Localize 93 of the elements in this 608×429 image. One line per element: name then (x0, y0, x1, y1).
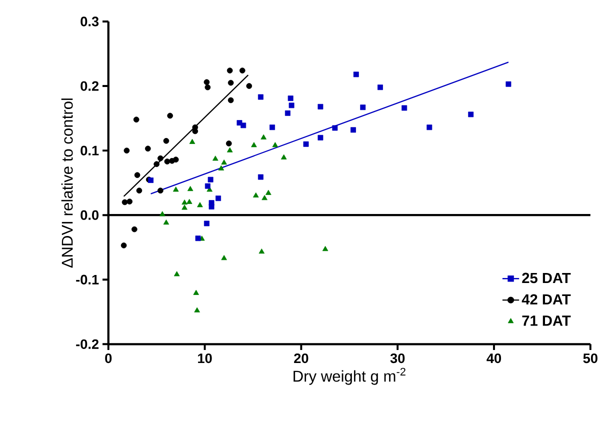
point (148, 177, 154, 183)
point (506, 81, 512, 87)
point (284, 110, 290, 116)
point (262, 194, 268, 200)
point (228, 97, 234, 104)
point (124, 148, 130, 154)
y-axis-title: ΔNDVI relative to control (61, 98, 73, 268)
legend-label: 42 DAT (522, 294, 571, 304)
point (122, 199, 128, 206)
point (216, 195, 222, 201)
x-tick-label: 30 (390, 353, 405, 364)
point (378, 84, 383, 90)
point (246, 83, 252, 89)
x-tick-label: 20 (294, 353, 308, 364)
point (144, 146, 151, 152)
point (266, 190, 272, 195)
point (194, 307, 200, 312)
point (158, 155, 164, 162)
legend-label: 25 DAT (522, 272, 571, 284)
point (182, 204, 188, 210)
point (208, 176, 214, 182)
point (258, 174, 264, 180)
point (174, 271, 180, 276)
y-tick-label: -0.1 (76, 274, 99, 284)
point (221, 159, 227, 164)
point (426, 124, 432, 130)
point (133, 116, 140, 122)
point (280, 154, 287, 160)
point (126, 198, 133, 204)
point (303, 141, 309, 147)
point (318, 104, 324, 110)
point (195, 235, 201, 241)
point (193, 290, 200, 295)
point (226, 140, 232, 146)
point (134, 172, 140, 178)
point (350, 127, 356, 133)
x-tick-label: 0 (105, 353, 112, 364)
point (226, 147, 233, 152)
point (288, 102, 294, 108)
point (204, 84, 211, 90)
point (197, 202, 203, 208)
y-tick-label: 0.0 (80, 210, 99, 220)
point (167, 112, 173, 119)
point (360, 104, 366, 110)
point (258, 248, 265, 254)
point (186, 198, 192, 204)
point (189, 138, 196, 144)
point (136, 188, 142, 194)
point (226, 68, 233, 74)
point (187, 186, 194, 191)
point (353, 72, 359, 78)
point (288, 95, 294, 101)
point (239, 68, 246, 74)
point (322, 246, 328, 251)
point (218, 165, 224, 170)
x-tick-label: 40 (486, 353, 502, 364)
point (468, 112, 474, 118)
y-tick-label: -0.2 (76, 339, 99, 349)
y-tick-label: 0.1 (80, 146, 99, 156)
point (221, 254, 227, 260)
point (228, 80, 234, 86)
y-tick-label: 0.3 (80, 16, 99, 26)
y-tick-label: 0.2 (80, 81, 99, 91)
point (158, 188, 164, 194)
point (164, 158, 170, 164)
point (332, 125, 338, 131)
x-axis-title: Dry weight g m$^{-2}$ (294, 368, 406, 385)
point (159, 211, 166, 216)
point (163, 219, 170, 224)
point (131, 226, 138, 232)
point (260, 134, 266, 140)
point (120, 242, 127, 248)
point (251, 142, 257, 148)
point (182, 199, 188, 204)
point (270, 124, 275, 130)
point (172, 156, 179, 162)
point (252, 192, 259, 198)
point (204, 183, 210, 189)
point (402, 105, 408, 111)
point (240, 122, 246, 128)
point (163, 138, 170, 144)
point (258, 94, 264, 100)
point (212, 156, 218, 161)
point (272, 142, 278, 148)
point (154, 161, 160, 167)
point (204, 220, 210, 226)
point (318, 134, 324, 140)
legend-label: 71 DAT (522, 316, 571, 326)
x-tick-label: 50 (583, 353, 598, 364)
x-tick-label: 10 (198, 353, 212, 364)
point (172, 186, 179, 192)
point (204, 79, 210, 85)
point (208, 204, 214, 210)
